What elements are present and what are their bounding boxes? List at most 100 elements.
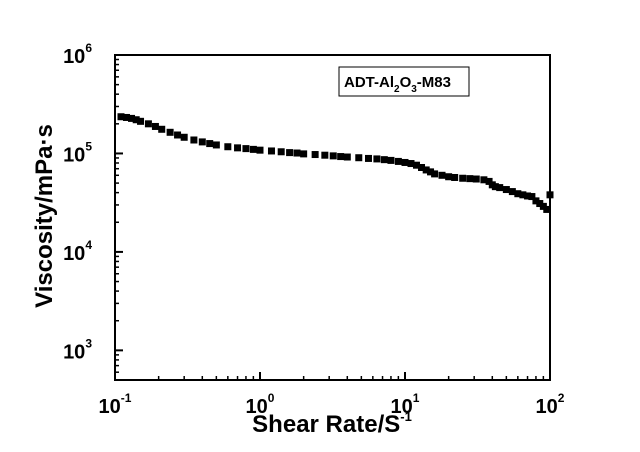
data-point (267, 147, 275, 155)
data-point (337, 153, 345, 161)
data-point (380, 156, 388, 164)
x-tick-exp: 0 (268, 391, 275, 405)
data-point (190, 136, 198, 144)
data-point (496, 184, 504, 192)
data-point (472, 175, 480, 183)
x-tick-base: 10 (246, 396, 268, 418)
x-tick-exp: 1 (413, 391, 420, 405)
data-point (224, 143, 232, 151)
data-point (387, 156, 395, 164)
data-point (122, 113, 130, 121)
y-axis-title: Viscosity/mPa·s (31, 124, 58, 308)
data-point (343, 153, 351, 161)
data-point (438, 171, 446, 179)
y-tick-label: 106 (63, 41, 92, 68)
data-point (311, 151, 319, 159)
y-tick-label: 105 (63, 139, 92, 166)
data-point (132, 116, 140, 124)
x-tick-exp: 2 (558, 391, 565, 405)
data-point (242, 145, 250, 153)
x-tick-base: 10 (99, 396, 121, 418)
x-axis-title-sup: -1 (400, 409, 412, 424)
data-point (174, 131, 182, 139)
data-point (128, 114, 136, 122)
data-point (286, 149, 294, 157)
data-point (277, 148, 285, 156)
data-point (329, 152, 337, 160)
x-axis-title-main: Shear Rate/S (252, 411, 400, 438)
data-point (293, 149, 301, 157)
data-point (144, 120, 152, 128)
data-point (373, 155, 381, 163)
data-point (422, 166, 430, 174)
data-point (418, 164, 426, 172)
y-tick-base: 10 (63, 46, 85, 68)
data-point (394, 157, 402, 165)
data-point (401, 158, 409, 166)
data-point (234, 144, 242, 152)
data-point (412, 161, 420, 169)
data-point (198, 138, 206, 146)
legend-text-part3: -M83 (417, 74, 451, 91)
data-point (445, 173, 453, 181)
svg-text:ADT-Al2O3-M83: ADT-Al2O3-M83 (344, 74, 451, 95)
data-point (166, 128, 174, 136)
data-point (249, 145, 257, 153)
data-point (427, 168, 435, 176)
data-point (407, 160, 415, 168)
data-point (519, 191, 527, 199)
y-tick-label: 103 (63, 336, 92, 363)
data-point (137, 117, 145, 125)
x-tick-base: 10 (536, 396, 558, 418)
y-tick-exp: 5 (85, 139, 92, 153)
data-point (543, 205, 551, 213)
data-point (300, 150, 308, 158)
x-tick-label: 10-1 (99, 391, 132, 418)
data-point (508, 188, 516, 196)
y-tick-exp: 4 (85, 238, 92, 252)
plot-frame (114, 54, 551, 381)
data-point (180, 133, 188, 141)
x-axis-ticks: 10-1 100 101 102 (99, 372, 565, 418)
y-tick-base: 10 (63, 341, 85, 363)
data-point (431, 170, 439, 178)
data-point (502, 186, 510, 194)
x-tick-label: 101 (391, 391, 420, 418)
legend-text-part1: ADT-Al (344, 74, 394, 91)
data-point (536, 200, 544, 208)
legend-text-part2: O (400, 74, 412, 91)
data-point (514, 190, 522, 198)
legend-sub-2: 3 (411, 84, 417, 95)
x-tick-base: 10 (391, 396, 413, 418)
data-point (117, 113, 125, 121)
x-tick-label: 100 (246, 391, 275, 418)
data-point (364, 154, 372, 162)
data-point (524, 192, 532, 200)
data-point (158, 125, 166, 133)
y-tick-label: 104 (63, 238, 92, 265)
x-tick-exp: -1 (121, 391, 132, 405)
data-point (459, 174, 467, 182)
x-axis-title: Shear Rate/S-1 (252, 409, 412, 438)
y-tick-base: 10 (63, 243, 85, 265)
x-tick-label: 102 (536, 391, 565, 418)
data-point (546, 191, 554, 199)
y-tick-exp: 6 (85, 41, 92, 55)
data-series (117, 113, 554, 213)
y-tick-base: 10 (63, 144, 85, 166)
legend-box: ADT-Al2O3-M83 (338, 66, 470, 97)
data-point (355, 154, 363, 162)
data-point (151, 122, 159, 130)
data-point (321, 151, 329, 159)
data-point (466, 175, 474, 183)
data-point (256, 146, 264, 154)
data-point (491, 183, 499, 191)
data-point (528, 193, 536, 201)
data-point (532, 197, 540, 205)
legend-sub-1: 2 (394, 84, 400, 95)
data-point (212, 141, 220, 149)
y-tick-exp: 3 (85, 336, 92, 350)
data-point (206, 140, 214, 148)
